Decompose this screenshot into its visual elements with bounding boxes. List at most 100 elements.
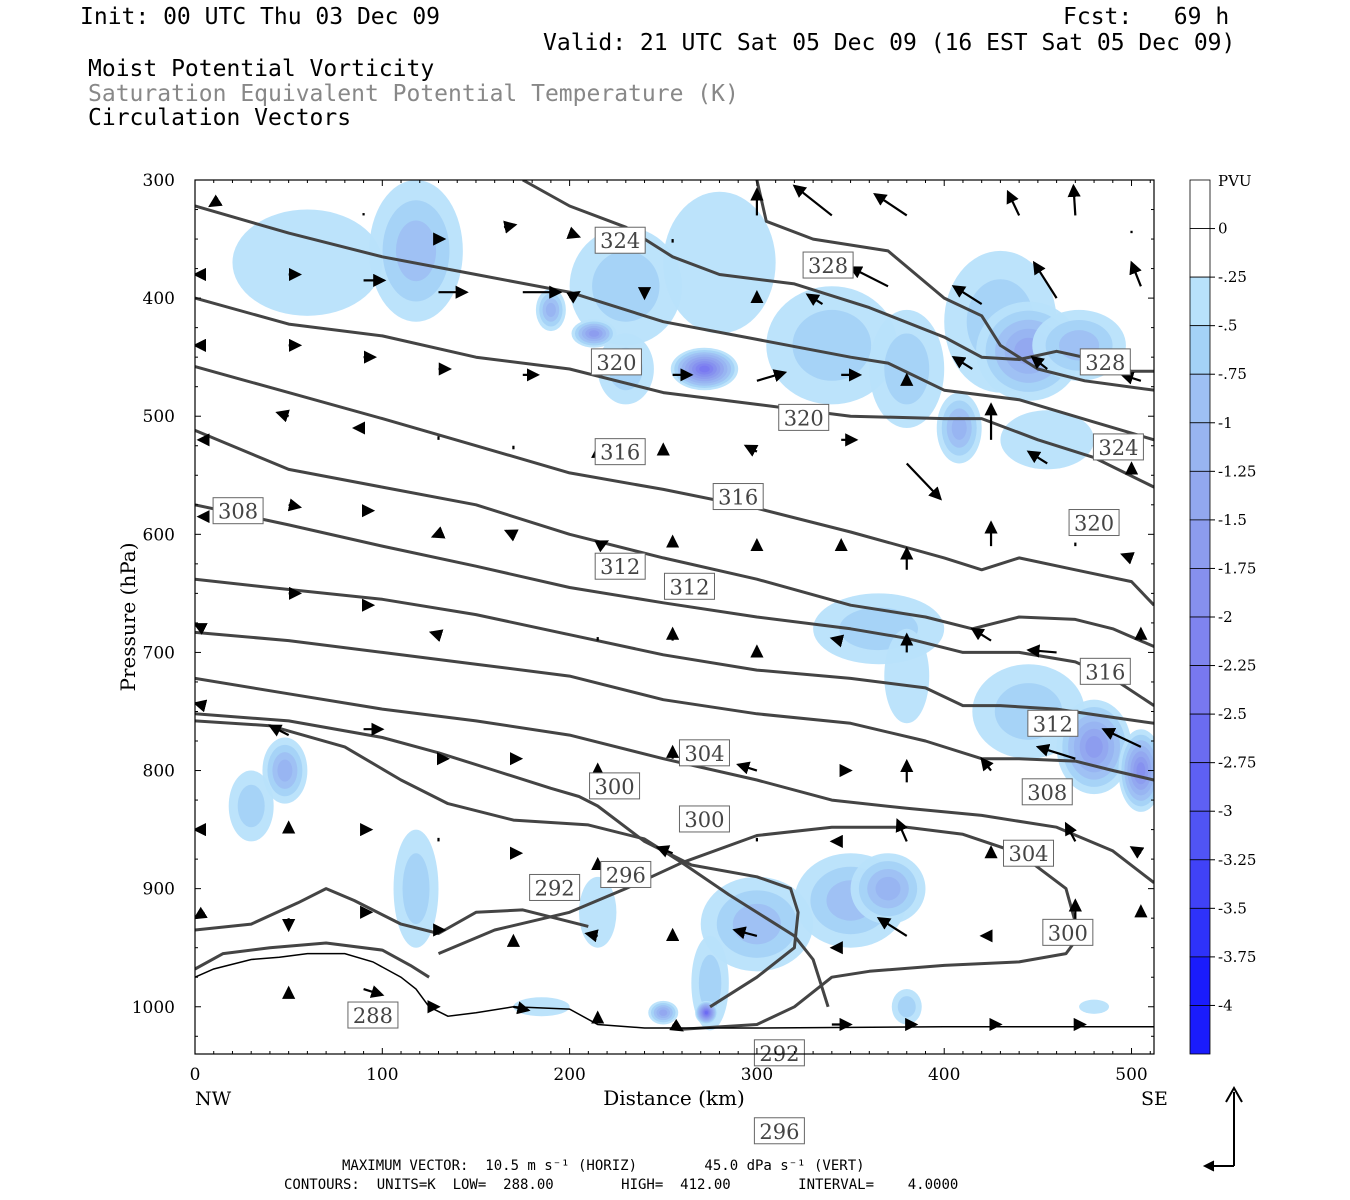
colorbar-label: -.75 xyxy=(1218,365,1247,383)
init-time: Init: 00 UTC Thu 03 Dec 09 xyxy=(80,4,441,30)
x-tick-label: 0 xyxy=(190,1065,201,1085)
circulation-vector xyxy=(363,985,385,998)
pv-shade-26-2 xyxy=(698,954,722,1012)
circulation-vector xyxy=(1067,183,1081,216)
circulation-vector xyxy=(970,627,992,642)
contour-label: 328 xyxy=(808,254,848,278)
contour-label: 308 xyxy=(1027,781,1067,805)
circulation-vector xyxy=(743,444,759,457)
colorbar-bin xyxy=(1189,179,1211,229)
contour-label-box xyxy=(753,1117,805,1145)
colorbar-bin xyxy=(1189,762,1211,812)
contour-label: 292 xyxy=(535,876,575,900)
circulation-vector xyxy=(873,192,908,217)
y-tick-label: 700 xyxy=(143,643,175,663)
contour-label: 320 xyxy=(784,406,824,430)
pv-shade-10-4 xyxy=(951,416,967,440)
pv-shade-0-1 xyxy=(232,209,383,316)
contour-label-box xyxy=(1021,778,1073,806)
circulation-vector xyxy=(980,757,994,772)
colorbar-label: 0 xyxy=(1218,220,1228,238)
y-tick-label: 300 xyxy=(143,171,175,191)
y-tick-label: 600 xyxy=(143,525,175,545)
circulation-vector xyxy=(195,623,208,635)
circulation-vector xyxy=(829,634,845,648)
circulation-vector xyxy=(503,220,518,234)
plot-frame xyxy=(194,179,1155,1055)
theta-contour-324-11 xyxy=(195,296,1154,489)
theta-contour-292-0 xyxy=(195,887,589,935)
pv-shade-25-4 xyxy=(875,876,901,901)
field-title-theta-es: Saturation Equivalent Potential Temperat… xyxy=(88,81,739,107)
circulation-vector xyxy=(805,293,824,307)
contour-label-box xyxy=(1079,657,1131,685)
colorbar-label: -3.75 xyxy=(1218,948,1256,966)
theta-contour-308-7 xyxy=(195,577,1154,725)
colorbar-bin xyxy=(1189,325,1211,375)
colorbar-bin xyxy=(1189,373,1211,424)
pv-shade-21-2 xyxy=(237,784,265,828)
nw-end-label: NW xyxy=(195,1088,232,1110)
circulation-vector xyxy=(275,409,290,423)
theta-contour-304-6 xyxy=(195,630,1154,782)
contour-label: 316 xyxy=(600,441,640,465)
theta-contour-296-3 xyxy=(195,712,800,1009)
colorbar-label: -1.5 xyxy=(1218,511,1247,529)
contour-info: CONTOURS: UNITS=K LOW= 288.00 HIGH= 412.… xyxy=(284,1177,959,1193)
circulation-vector xyxy=(669,1018,684,1032)
forecast-hour: Fcst: 69 h xyxy=(1063,4,1230,30)
contour-label: 304 xyxy=(1008,842,1048,866)
colorbar-bin xyxy=(1189,422,1211,472)
colorbar-bin xyxy=(1189,470,1211,521)
contour-label-box xyxy=(712,483,764,511)
contour-label: 312 xyxy=(1033,712,1073,736)
contour-label-box xyxy=(594,438,646,466)
colorbar-bin xyxy=(1189,616,1211,666)
colorbar-label: -.25 xyxy=(1218,268,1247,286)
circulation-vector xyxy=(195,906,208,920)
theta-contour-292-2 xyxy=(195,719,830,1008)
pv-shade-8-2 xyxy=(792,309,872,381)
contour-label: 316 xyxy=(718,486,758,510)
contour-label-box xyxy=(678,805,730,833)
circulation-vector xyxy=(287,498,303,512)
contour-label-box xyxy=(1092,433,1144,461)
colorbar-unit: PVU xyxy=(1218,172,1252,190)
colorbar-label: -3.5 xyxy=(1218,899,1247,917)
contour-label: 300 xyxy=(1048,921,1088,945)
circulation-vector xyxy=(1120,371,1142,385)
circulation-vector xyxy=(1030,355,1048,370)
circulation-vector xyxy=(1101,727,1142,748)
se-end-label: SE xyxy=(1141,1088,1168,1110)
pv-shade-27-10 xyxy=(704,1010,708,1015)
field-title-vectors: Circulation Vectors xyxy=(88,105,352,131)
circulation-vector xyxy=(513,1001,531,1015)
theta-contour-300-5 xyxy=(195,676,1154,884)
colorbar-bin xyxy=(1189,276,1211,327)
pv-shade-19-7 xyxy=(1136,762,1146,779)
theta-contour-312-8 xyxy=(195,503,1154,707)
circulation-vector xyxy=(430,526,446,539)
valid-time: Valid: 21 UTC Sat 05 Dec 09 (16 EST Sat … xyxy=(543,30,1236,56)
contour-label-box xyxy=(1027,709,1079,737)
circulation-vector xyxy=(732,926,758,940)
contour-label: 308 xyxy=(218,500,258,524)
contour-label: 316 xyxy=(1085,660,1125,684)
contour-label-box xyxy=(347,1001,399,1029)
contour-label-box xyxy=(529,873,581,901)
contour-label-box xyxy=(600,860,652,888)
circulation-vector xyxy=(208,194,223,208)
contour-label: 324 xyxy=(1098,436,1138,460)
circulation-vector xyxy=(503,529,519,542)
circulation-vector xyxy=(905,462,942,501)
circulation-vector xyxy=(895,818,908,842)
pv-shade-5-6 xyxy=(588,330,600,337)
contour-label: 300 xyxy=(595,775,635,799)
contour-label-box xyxy=(594,226,646,254)
colorbar-bin xyxy=(1189,519,1211,569)
circulation-vector xyxy=(736,761,758,775)
x-axis-label: Distance (km) xyxy=(603,1086,745,1110)
circulation-vector xyxy=(195,699,208,713)
contour-label: 320 xyxy=(1074,512,1114,536)
